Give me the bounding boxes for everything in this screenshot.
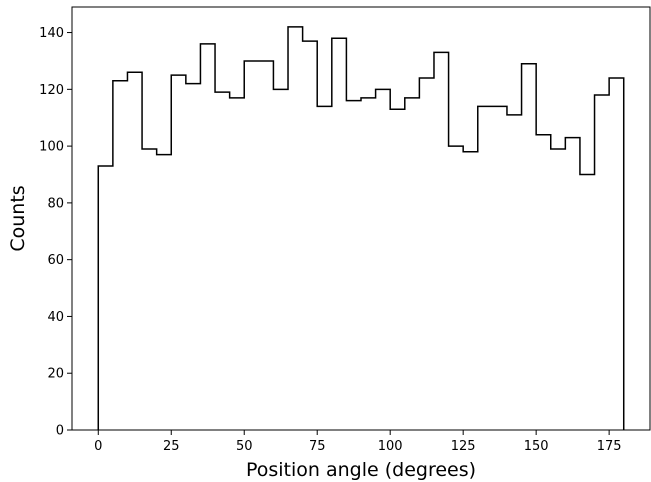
- histogram-bin: [113, 81, 128, 430]
- histogram-bin: [127, 72, 142, 430]
- histogram-bin: [492, 106, 507, 430]
- x-tick-label: 25: [163, 439, 180, 454]
- histogram-bin: [361, 98, 376, 430]
- histogram-bin: [288, 27, 303, 430]
- histogram-bin: [595, 95, 610, 430]
- histogram-bin: [259, 61, 274, 430]
- x-tick-label: 100: [378, 439, 403, 454]
- histogram-bin: [565, 138, 580, 430]
- axes-frame: [71, 6, 651, 431]
- x-tick-label: 0: [94, 439, 102, 454]
- histogram-bin: [434, 52, 449, 430]
- y-tick-label: 0: [56, 424, 64, 439]
- x-tick-label: 175: [597, 439, 622, 454]
- histogram-bin: [157, 155, 172, 430]
- histogram-bin: [186, 84, 201, 430]
- histogram-bin: [478, 106, 493, 430]
- histogram-bin: [463, 152, 478, 430]
- histogram-bin: [171, 75, 186, 430]
- histogram-bin: [507, 115, 522, 430]
- y-tick-label: 40: [47, 310, 64, 325]
- histogram-bin: [419, 78, 434, 430]
- histogram-bin: [200, 44, 215, 430]
- x-tick-label: 125: [451, 439, 476, 454]
- y-axis-ticks: 0 20 40 60 80 100 120 140: [39, 26, 72, 439]
- histogram-bin: [551, 149, 566, 430]
- x-axis-ticks: 0 25 50 75 100 125 150 175: [94, 430, 622, 454]
- x-tick-label: 150: [524, 439, 549, 454]
- histogram-bin: [317, 106, 332, 430]
- histogram-bin: [609, 78, 624, 430]
- y-tick-label: 120: [39, 83, 64, 98]
- x-tick-label: 50: [236, 439, 253, 454]
- x-tick-label: 75: [309, 439, 326, 454]
- histogram-bin: [522, 64, 537, 430]
- histogram-bin: [230, 98, 245, 430]
- y-tick-label: 20: [47, 367, 64, 382]
- histogram-bin: [244, 61, 259, 430]
- y-tick-label: 140: [39, 26, 64, 41]
- y-tick-label: 100: [39, 140, 64, 155]
- histogram-bin: [536, 135, 551, 430]
- histogram-bin: [273, 89, 288, 430]
- y-tick-label: 60: [47, 253, 64, 268]
- histogram-bin: [390, 109, 405, 430]
- x-axis-label: Position angle (degrees): [246, 459, 476, 481]
- histogram-bin: [346, 101, 361, 430]
- histogram-bin: [303, 41, 318, 430]
- histogram-step-outline: [97, 26, 625, 430]
- y-tick-label: 80: [47, 196, 64, 211]
- histogram-bin: [376, 89, 391, 430]
- histogram-bin: [215, 92, 230, 430]
- histogram-bin: [405, 98, 420, 430]
- histogram-bin: [580, 174, 595, 430]
- histogram-bin: [449, 146, 464, 430]
- histogram-bin: [332, 38, 347, 430]
- y-axis-label: Counts: [7, 185, 29, 251]
- histogram-bin: [98, 166, 113, 430]
- histogram-bin: [142, 149, 157, 430]
